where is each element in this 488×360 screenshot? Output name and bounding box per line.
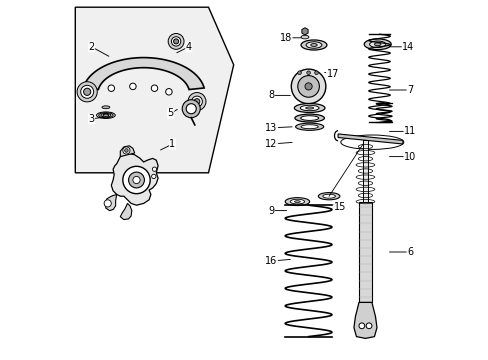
Text: 10: 10 — [403, 152, 415, 162]
Circle shape — [77, 82, 97, 102]
Text: 3: 3 — [88, 114, 94, 124]
Text: 1: 1 — [169, 139, 175, 149]
Text: 2: 2 — [88, 42, 95, 52]
Circle shape — [152, 167, 156, 171]
Circle shape — [124, 149, 128, 152]
Circle shape — [291, 69, 325, 104]
Ellipse shape — [294, 104, 325, 112]
Circle shape — [151, 174, 156, 179]
Circle shape — [297, 71, 301, 75]
Text: 5: 5 — [167, 108, 173, 118]
Polygon shape — [353, 302, 376, 338]
Polygon shape — [120, 203, 132, 220]
Circle shape — [314, 71, 318, 75]
Circle shape — [186, 104, 196, 114]
Circle shape — [187, 93, 205, 111]
Text: 7: 7 — [406, 85, 412, 95]
Ellipse shape — [374, 43, 380, 46]
Ellipse shape — [294, 114, 324, 122]
Circle shape — [191, 96, 202, 107]
Circle shape — [83, 88, 91, 95]
Circle shape — [104, 200, 111, 207]
Text: 15: 15 — [333, 202, 346, 212]
Text: 13: 13 — [265, 123, 277, 133]
Text: 16: 16 — [265, 256, 277, 266]
Circle shape — [297, 76, 319, 97]
Ellipse shape — [300, 105, 318, 111]
Circle shape — [366, 323, 371, 329]
Polygon shape — [104, 194, 117, 211]
Circle shape — [306, 71, 310, 75]
Ellipse shape — [318, 193, 339, 200]
Circle shape — [168, 33, 183, 49]
Ellipse shape — [305, 107, 313, 109]
Ellipse shape — [322, 194, 335, 198]
Ellipse shape — [295, 123, 323, 130]
Text: 4: 4 — [185, 42, 191, 52]
Ellipse shape — [301, 125, 318, 129]
Polygon shape — [301, 28, 307, 35]
Circle shape — [81, 85, 94, 98]
Text: 17: 17 — [326, 69, 338, 79]
Text: 6: 6 — [406, 247, 412, 257]
Text: 9: 9 — [268, 206, 274, 216]
Circle shape — [194, 99, 200, 104]
Ellipse shape — [285, 198, 309, 206]
Ellipse shape — [310, 44, 317, 46]
Circle shape — [182, 100, 200, 118]
Ellipse shape — [301, 40, 326, 50]
Circle shape — [122, 166, 150, 194]
Ellipse shape — [364, 39, 390, 50]
Polygon shape — [111, 153, 158, 205]
Ellipse shape — [294, 201, 300, 202]
Text: 12: 12 — [265, 139, 277, 149]
Polygon shape — [120, 146, 134, 157]
Bar — [358, 202, 371, 302]
Ellipse shape — [369, 41, 385, 48]
Polygon shape — [83, 58, 203, 90]
Text: 18: 18 — [279, 33, 291, 43]
Polygon shape — [337, 134, 402, 144]
Bar — [363, 140, 367, 202]
Circle shape — [108, 85, 114, 91]
Polygon shape — [75, 7, 233, 173]
Circle shape — [151, 85, 158, 91]
Text: 11: 11 — [403, 126, 415, 136]
Circle shape — [358, 323, 364, 329]
Ellipse shape — [301, 35, 308, 39]
Circle shape — [165, 89, 172, 95]
Ellipse shape — [305, 42, 321, 48]
Circle shape — [122, 147, 130, 154]
Ellipse shape — [289, 199, 304, 204]
Circle shape — [305, 83, 311, 90]
Text: 14: 14 — [401, 42, 413, 52]
Circle shape — [173, 39, 178, 44]
Text: 8: 8 — [268, 90, 274, 100]
Ellipse shape — [300, 116, 318, 120]
Ellipse shape — [102, 106, 110, 109]
Circle shape — [171, 37, 181, 46]
Circle shape — [128, 172, 144, 188]
Circle shape — [129, 83, 136, 90]
Circle shape — [133, 176, 140, 184]
